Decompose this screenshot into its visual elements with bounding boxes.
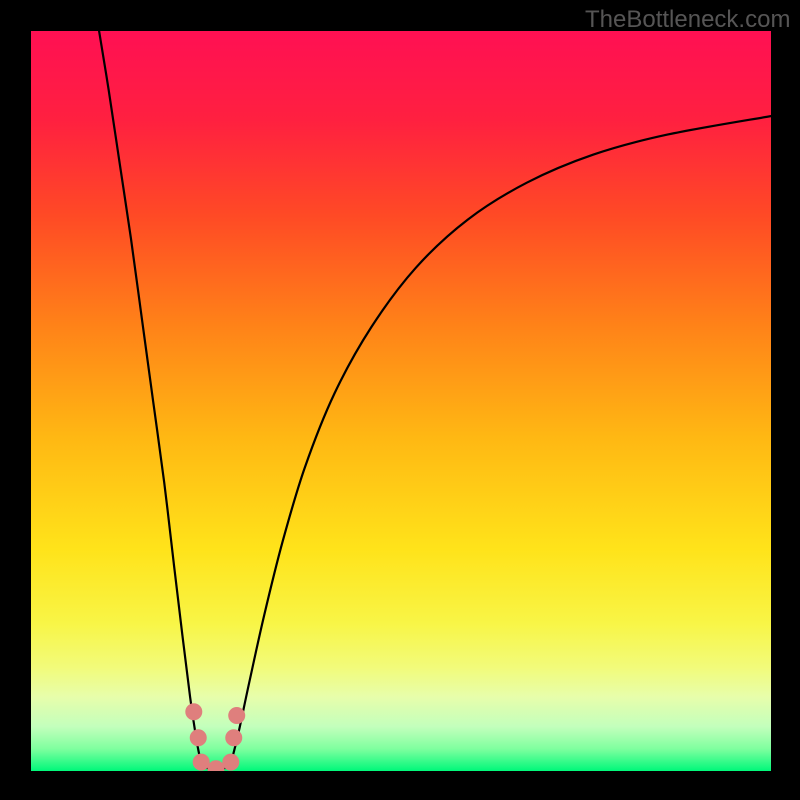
data-marker <box>193 754 209 770</box>
chart-container: TheBottleneck.com <box>0 0 800 800</box>
data-marker <box>190 730 206 746</box>
data-marker <box>229 708 245 724</box>
data-marker <box>226 730 242 746</box>
data-marker <box>208 761 224 771</box>
plot-area <box>31 31 771 771</box>
marker-group <box>186 704 245 771</box>
data-marker <box>186 704 202 720</box>
attribution-text: TheBottleneck.com <box>585 6 790 34</box>
curve-left <box>99 31 201 764</box>
curve-right <box>231 116 771 764</box>
chart-svg <box>31 31 771 771</box>
data-marker <box>223 754 239 770</box>
